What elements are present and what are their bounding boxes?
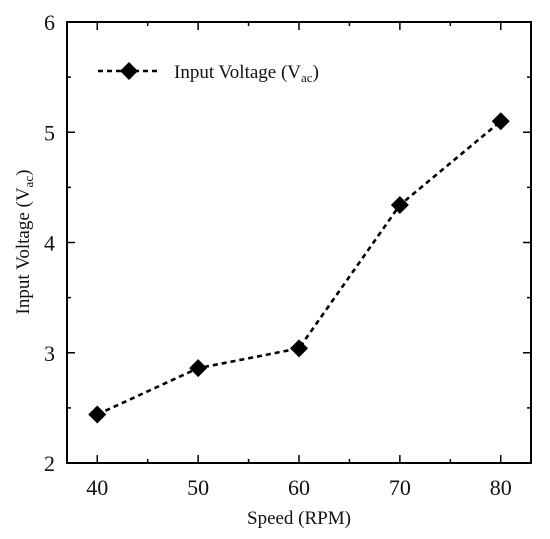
legend: Input Voltage (Vac) xyxy=(98,62,319,85)
axis-ticks xyxy=(67,21,531,464)
data-point-diamond xyxy=(491,112,510,131)
series-markers xyxy=(88,112,510,424)
series-line-input-voltage xyxy=(96,120,502,416)
x-tick-label: 70 xyxy=(389,475,411,500)
y-tick-label: 2 xyxy=(44,451,55,476)
x-tick-label: 50 xyxy=(187,475,209,500)
data-point-diamond xyxy=(390,196,409,215)
plot-frame xyxy=(66,21,532,464)
y-tick-label: 3 xyxy=(44,341,55,366)
y-axis-label: Input Voltage (Vac) xyxy=(13,170,36,315)
data-point-diamond xyxy=(189,359,208,378)
y-tick-label: 6 xyxy=(44,10,55,35)
data-point-diamond xyxy=(290,339,308,358)
x-tick-label: 60 xyxy=(288,475,310,500)
axis-tick-labels: 40 50 60 70 80 2 3 4 5 6 xyxy=(44,10,512,500)
y-tick-label: 4 xyxy=(44,231,55,256)
x-tick-label: 40 xyxy=(86,475,108,500)
y-tick-label: 5 xyxy=(44,120,55,145)
data-point-diamond xyxy=(88,405,107,424)
x-tick-label: 80 xyxy=(490,475,512,500)
legend-entry: Input Voltage (Vac) xyxy=(174,62,319,85)
legend-diamond-marker xyxy=(120,62,138,80)
x-axis-label: Speed (RPM) xyxy=(247,508,351,529)
